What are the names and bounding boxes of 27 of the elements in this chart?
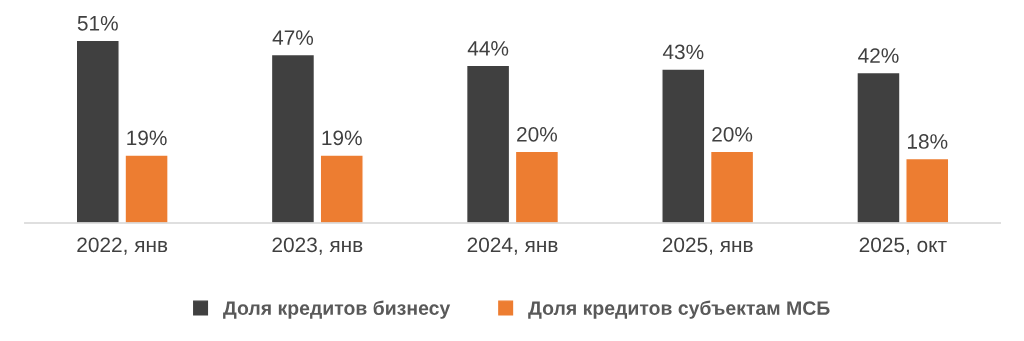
- bar: [856, 71, 901, 224]
- bar: [661, 68, 706, 224]
- legend-label: Доля кредитов бизнесу: [223, 300, 451, 319]
- data-label: 19%: [322, 130, 362, 146]
- bar: [75, 39, 120, 224]
- bar: [270, 53, 316, 224]
- data-label: 42%: [858, 48, 899, 63]
- bar: [465, 64, 511, 224]
- bar: [319, 154, 364, 224]
- data-label: 20%: [517, 126, 558, 142]
- data-label: 19%: [127, 130, 167, 146]
- x-tick-label: 2025, окт: [859, 237, 947, 255]
- bar: [905, 157, 950, 224]
- bar: [514, 150, 560, 224]
- legend-label: Доля кредитов субъектам МСБ: [528, 300, 830, 319]
- data-label: 18%: [908, 134, 948, 149]
- x-tick-label: 2022, янв: [77, 237, 168, 255]
- x-tick-label: 2023, янв: [272, 237, 363, 255]
- data-label: 51%: [77, 16, 118, 31]
- bar: [709, 150, 755, 224]
- data-label: 20%: [712, 126, 753, 142]
- bar: [124, 154, 169, 224]
- x-tick-label: 2024, янв: [467, 237, 558, 255]
- data-label: 43%: [662, 44, 704, 60]
- x-tick-label: 2025, янв: [662, 237, 753, 255]
- data-label: 47%: [272, 30, 314, 45]
- data-label: 44%: [467, 41, 509, 56]
